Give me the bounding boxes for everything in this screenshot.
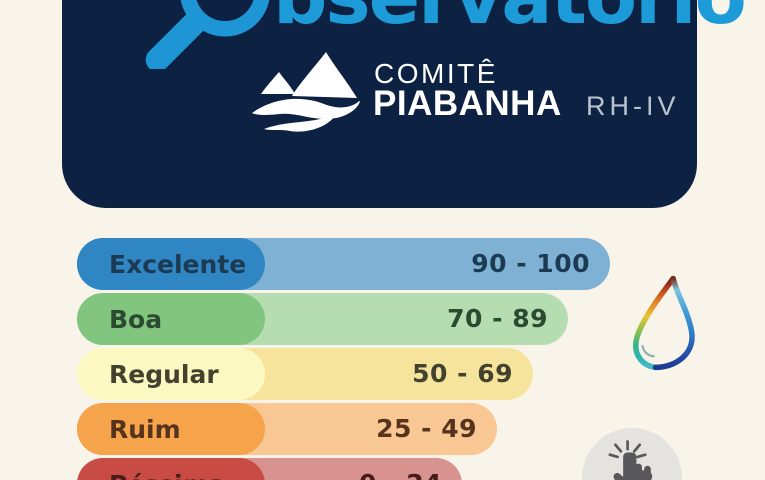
scale-row: 70 - 89 Boa <box>77 293 617 345</box>
scale-label-badge: Excelente <box>77 238 265 290</box>
scale-range-value: 50 - 69 <box>412 359 513 388</box>
scale-label-badge: Regular <box>77 348 265 400</box>
scale-range-value: 90 - 100 <box>471 249 590 278</box>
scale-label-badge: Boa <box>77 293 265 345</box>
page-title: bservatório <box>273 0 747 35</box>
scale-label: Boa <box>109 304 163 334</box>
quality-scale: 90 - 100 Excelente 70 - 89 Boa 50 - 69 R… <box>77 238 617 480</box>
mountain-wave-logo-icon <box>252 52 360 132</box>
hand-click-icon <box>608 440 653 480</box>
org-name-line1: COMITÊ <box>374 58 498 89</box>
scale-label-badge: Ruim <box>77 403 265 455</box>
scale-range-value: 70 - 89 <box>447 304 548 333</box>
header-banner: bservatório COMITÊ PIABANHA RH-IV <box>62 0 747 208</box>
scale-label: Excelente <box>109 249 247 279</box>
scale-label: Ruim <box>109 414 181 444</box>
scale-row: 50 - 69 Regular <box>77 348 617 400</box>
scale-row: 0 - 24 Péssima <box>77 458 617 480</box>
scale-row: 25 - 49 Ruim <box>77 403 617 455</box>
scale-label: Péssima <box>109 470 226 480</box>
scale-range-value: 0 - 24 <box>359 469 442 480</box>
scale-range-value: 25 - 49 <box>376 414 477 443</box>
region-label: RH-IV <box>586 91 680 121</box>
magnifier-icon <box>145 0 270 69</box>
scale-label-badge: Péssima <box>77 458 265 480</box>
water-drop-icon <box>633 275 695 371</box>
scale-row: 90 - 100 Excelente <box>77 238 617 290</box>
scale-label: Regular <box>109 359 219 389</box>
org-name-line2: PIABANHA <box>373 84 562 123</box>
